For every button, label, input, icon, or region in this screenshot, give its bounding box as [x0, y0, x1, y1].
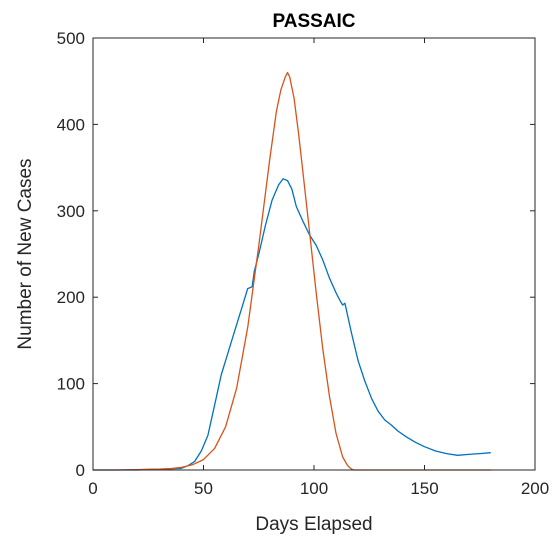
series-line-2: [93, 71, 491, 471]
x-tick-label: 200: [521, 479, 549, 498]
y-tick-label: 400: [57, 115, 85, 134]
x-tick-label: 100: [300, 479, 328, 498]
y-tick-label: 200: [57, 288, 85, 307]
y-tick-label: 0: [76, 461, 85, 480]
x-axis-ticks: 0 50 100 150 200: [88, 38, 549, 498]
x-tick-label: 150: [410, 479, 438, 498]
series-layer: [93, 71, 491, 471]
plot-area: [93, 38, 535, 470]
y-tick-label: 500: [57, 29, 85, 48]
x-tick-label: 0: [88, 479, 97, 498]
y-tick-label: 300: [57, 202, 85, 221]
x-tick-label: 50: [194, 479, 213, 498]
plot-frame: [92, 37, 536, 471]
y-axis-ticks: 0 100 200 300 400 500: [57, 29, 535, 480]
y-axis-label: Number of New Cases: [15, 158, 36, 349]
x-axis-label: Days Elapsed: [255, 514, 372, 535]
chart-title: PASSAIC: [272, 11, 355, 32]
y-tick-label: 100: [57, 375, 85, 394]
